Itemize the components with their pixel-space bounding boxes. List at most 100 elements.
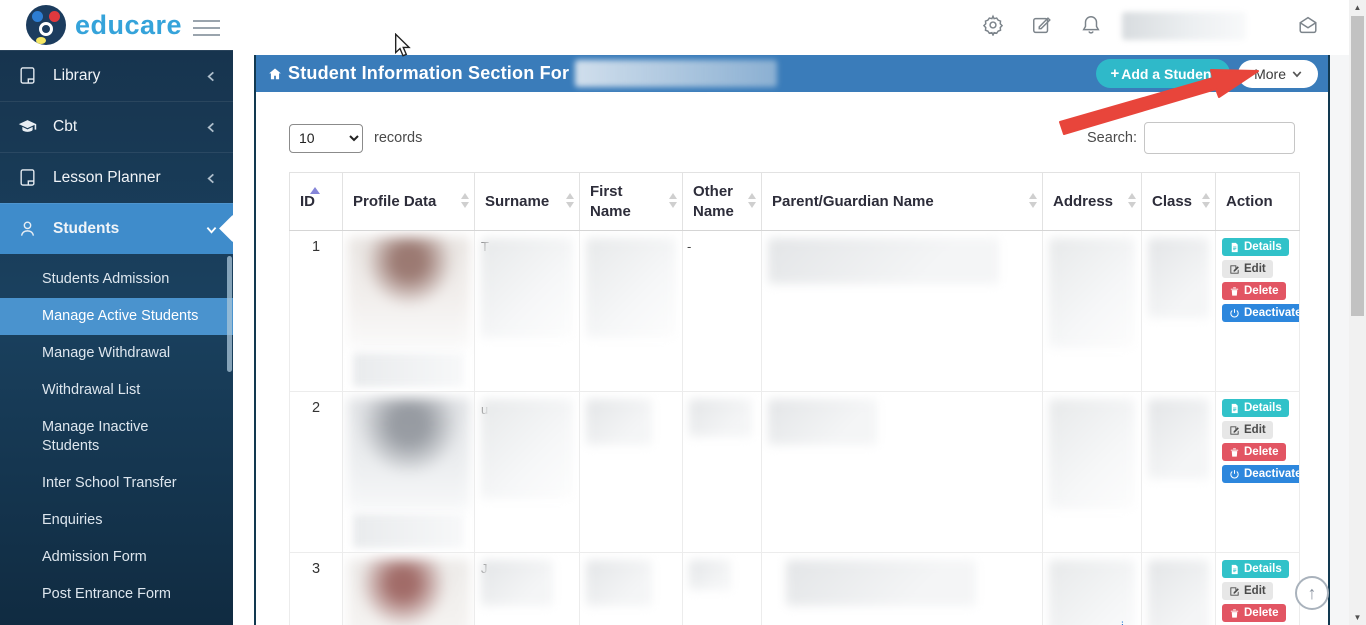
cell-other-name bbox=[682, 552, 762, 625]
home-icon bbox=[268, 67, 282, 81]
sidebar-item-library[interactable]: Library bbox=[0, 50, 233, 101]
submenu-admission-form[interactable]: Admission Form bbox=[42, 549, 147, 565]
cell-other-name: - bbox=[682, 230, 762, 392]
search-input[interactable] bbox=[1144, 122, 1295, 154]
table-row: 1 T - Details Edit Delete Deactivate bbox=[289, 230, 1300, 392]
cell-class bbox=[1141, 230, 1216, 392]
user-name-redacted bbox=[1122, 12, 1246, 40]
delete-button[interactable]: Delete bbox=[1222, 604, 1286, 622]
column-header-parent-guardian-name[interactable]: Parent/Guardian Name bbox=[761, 172, 1043, 231]
sidebar-item-students[interactable]: Students bbox=[0, 203, 233, 254]
column-header-id[interactable]: ID bbox=[289, 172, 343, 231]
cell-address bbox=[1042, 230, 1142, 392]
submenu-manage-withdrawal[interactable]: Manage Withdrawal bbox=[42, 345, 171, 361]
cell-first-name bbox=[579, 552, 683, 625]
column-header-other-name[interactable]: Other Name bbox=[682, 172, 762, 231]
cell-profile-data bbox=[342, 552, 475, 625]
menu-toggle-icon[interactable] bbox=[193, 15, 220, 41]
settings-gear-icon[interactable] bbox=[982, 14, 1004, 36]
redacted-text bbox=[481, 238, 573, 338]
scrollbar-thumb[interactable] bbox=[1351, 16, 1364, 316]
sort-icons bbox=[1128, 192, 1136, 208]
cell-first-name bbox=[579, 230, 683, 392]
submenu-post-entrance-form[interactable]: Post Entrance Form bbox=[42, 586, 171, 602]
column-header-address[interactable]: Address bbox=[1042, 172, 1142, 231]
brand-name: educare bbox=[75, 9, 183, 40]
school-name-redacted bbox=[575, 60, 778, 87]
sidebar-scrollbar[interactable] bbox=[227, 256, 232, 372]
column-header-surname[interactable]: Surname bbox=[474, 172, 580, 231]
edit-button[interactable]: Edit bbox=[1222, 582, 1273, 600]
educare-logo-icon bbox=[26, 5, 66, 45]
details-button[interactable]: Details bbox=[1222, 399, 1289, 417]
top-navbar: educare bbox=[0, 0, 1366, 50]
table-controls: 10 records Search: bbox=[289, 122, 1295, 154]
cell-class bbox=[1141, 552, 1216, 625]
profile-text-redacted bbox=[353, 353, 464, 387]
scroll-to-top-button[interactable]: ↑ bbox=[1295, 576, 1329, 610]
cell-profile-data bbox=[342, 391, 475, 553]
delete-button[interactable]: Delete bbox=[1222, 282, 1286, 300]
cell-profile-data bbox=[342, 230, 475, 392]
table-header-row: ID Profile Data Surname First Name Other… bbox=[289, 172, 1300, 231]
sort-icons bbox=[748, 192, 756, 208]
main-panel: Student Information Section For + Add a … bbox=[254, 55, 1330, 625]
records-label: records bbox=[374, 130, 423, 146]
column-header-profile-data[interactable]: Profile Data bbox=[342, 172, 475, 231]
library-icon bbox=[18, 66, 38, 86]
chevron-down-icon bbox=[206, 224, 217, 235]
plus-icon: + bbox=[1110, 65, 1120, 82]
submenu-enquiries[interactable]: Enquiries bbox=[42, 512, 103, 528]
scrollbar-up-arrow[interactable]: ▲ bbox=[1353, 3, 1362, 12]
students-person-icon bbox=[18, 219, 38, 239]
student-photo-redacted bbox=[347, 237, 470, 349]
table-row: 3 J i Details Edit Delete Deactivate bbox=[289, 552, 1300, 625]
edit-button[interactable]: Edit bbox=[1222, 421, 1273, 439]
details-button[interactable]: Details bbox=[1222, 238, 1289, 256]
edit-button[interactable]: Edit bbox=[1222, 260, 1273, 278]
sidebar-item-cbt[interactable]: Cbt bbox=[0, 101, 233, 152]
records-per-page-select[interactable]: 10 bbox=[289, 123, 363, 153]
sort-icons bbox=[1029, 192, 1037, 208]
cell-id: 3 bbox=[289, 552, 343, 625]
cell-surname: u bbox=[474, 391, 580, 553]
submenu-manage-inactive-students[interactable]: Manage Inactive Students bbox=[42, 419, 149, 454]
panel-header: Student Information Section For + Add a … bbox=[256, 55, 1328, 92]
brand-logo[interactable]: educare bbox=[26, 5, 182, 45]
search-label: Search: bbox=[1087, 130, 1137, 146]
deactivate-button[interactable]: Deactivate bbox=[1222, 465, 1299, 483]
delete-button[interactable]: Delete bbox=[1222, 443, 1286, 461]
details-button[interactable]: Details bbox=[1222, 560, 1289, 578]
more-button[interactable]: More bbox=[1238, 59, 1318, 88]
mouse-cursor bbox=[393, 32, 411, 62]
submenu-inter-school-transfer[interactable]: Inter School Transfer bbox=[42, 475, 177, 491]
submenu-manage-active-students[interactable]: Manage Active Students bbox=[0, 298, 233, 335]
sidebar-item-label: Cbt bbox=[53, 118, 78, 135]
cell-first-name bbox=[579, 391, 683, 553]
active-item-notch bbox=[219, 215, 233, 242]
cell-parent-guardian bbox=[761, 230, 1043, 392]
table-row: 2 u Details Edit Delete Deactivate bbox=[289, 391, 1300, 553]
more-caret-icon bbox=[1292, 69, 1302, 79]
cell-actions: Details Edit Delete Deactivate bbox=[1215, 230, 1300, 392]
cell-surname: T bbox=[474, 230, 580, 392]
compose-edit-icon[interactable] bbox=[1031, 14, 1053, 36]
mail-envelope-icon[interactable] bbox=[1297, 14, 1319, 36]
page-scrollbar[interactable]: ▲ ▼ bbox=[1349, 0, 1366, 625]
submenu-withdrawal-list[interactable]: Withdrawal List bbox=[42, 382, 141, 398]
deactivate-button[interactable]: Deactivate bbox=[1222, 304, 1299, 322]
sidebar-nav: Library Cbt Lesson Planner bbox=[0, 50, 233, 625]
add-student-button[interactable]: + Add a Student bbox=[1096, 59, 1231, 88]
notifications-bell-icon[interactable] bbox=[1080, 14, 1102, 36]
column-header-class[interactable]: Class bbox=[1141, 172, 1216, 231]
sort-icons bbox=[1202, 192, 1210, 208]
cell-surname: J bbox=[474, 552, 580, 625]
sidebar-item-lesson-planner[interactable]: Lesson Planner bbox=[0, 152, 233, 203]
student-photo-redacted bbox=[347, 559, 470, 625]
student-photo-redacted bbox=[347, 398, 470, 510]
column-header-first-name[interactable]: First Name bbox=[579, 172, 683, 231]
scrollbar-down-arrow[interactable]: ▼ bbox=[1353, 613, 1362, 622]
chevron-left-icon bbox=[206, 71, 217, 82]
lesson-planner-icon bbox=[18, 168, 38, 188]
submenu-students-admission[interactable]: Students Admission bbox=[42, 271, 170, 287]
